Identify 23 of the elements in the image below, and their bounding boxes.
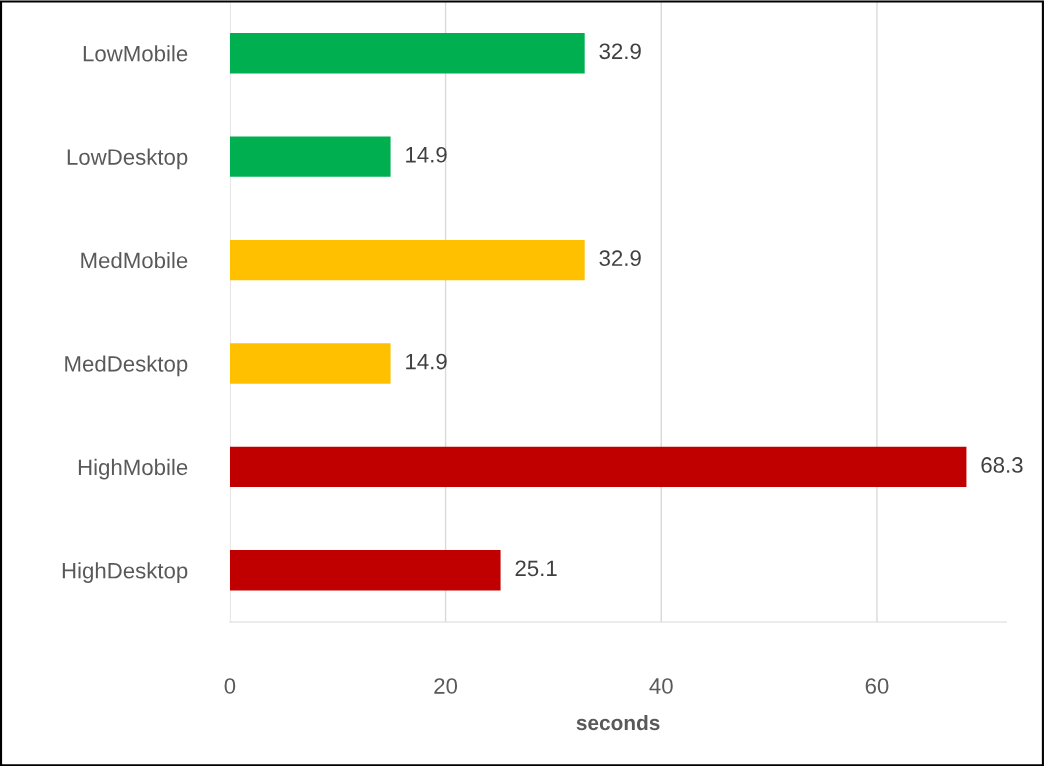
bar (229, 550, 501, 591)
data-label: 68.3 (981, 457, 1023, 473)
bar (229, 136, 391, 177)
y-tick-label: HighDesktop (62, 562, 188, 583)
x-tick-label: 0 (224, 678, 236, 694)
bar (229, 343, 391, 384)
bar (229, 446, 967, 488)
data-label: 32.9 (599, 43, 641, 60)
y-tick-label: LowDesktop (67, 148, 188, 170)
x-tick-label: 40 (649, 678, 673, 694)
y-tick-label: HighMobile (78, 458, 188, 480)
data-label: 25.1 (515, 560, 557, 577)
bar (229, 33, 585, 74)
y-tick-label: MedMobile (81, 252, 188, 269)
y-tick-label: LowMobile (83, 45, 188, 62)
x-axis-title: seconds (576, 714, 660, 731)
data-label: 32.9 (599, 250, 641, 267)
y-tick-label: MedDesktop (65, 355, 188, 377)
data-label: 14.9 (406, 353, 447, 370)
x-tick-label: 20 (434, 678, 458, 694)
bar (229, 239, 585, 281)
data-label: 14.9 (406, 146, 447, 163)
x-tick-label: 60 (865, 678, 889, 694)
